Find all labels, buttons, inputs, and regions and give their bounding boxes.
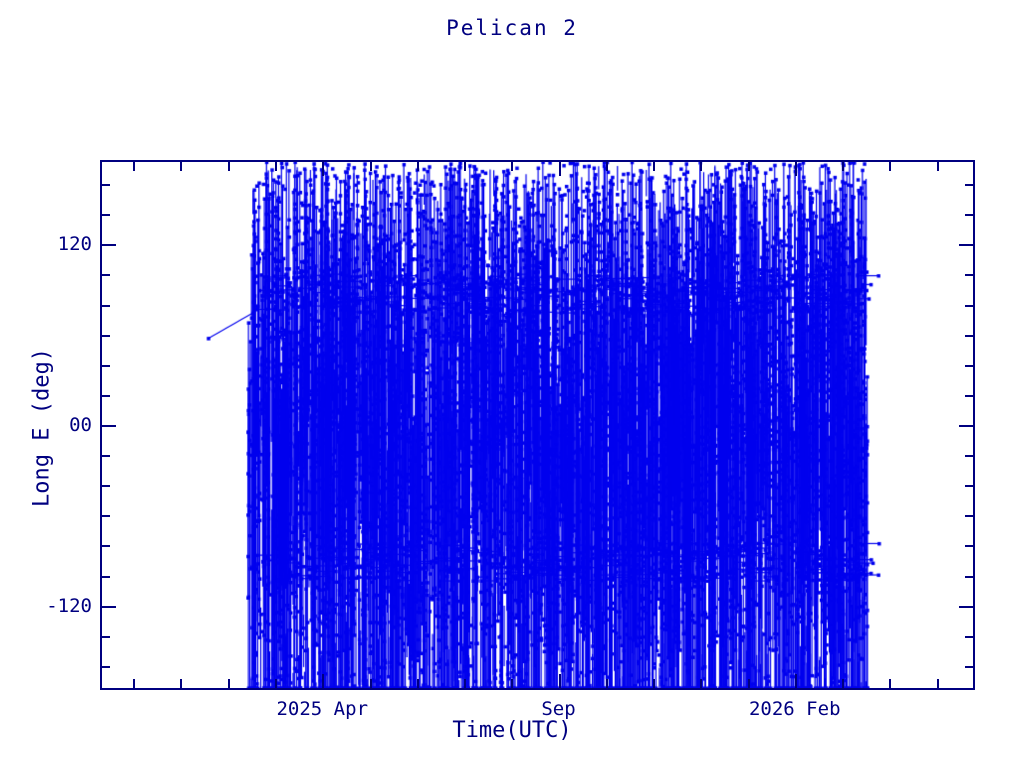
y-minor-tick [102,545,110,547]
x-minor-tick [133,162,135,171]
x-minor-tick [464,679,466,688]
x-minor-tick [417,162,419,171]
y-minor-tick [102,305,110,307]
x-major-tick [559,162,561,176]
y-minor-tick [965,335,973,337]
y-major-tick [102,425,116,427]
x-minor-tick [842,679,844,688]
x-minor-tick [700,679,702,688]
y-minor-tick [965,455,973,457]
y-minor-tick [102,485,110,487]
x-minor-tick [464,162,466,171]
x-minor-tick [370,162,372,171]
x-minor-tick [133,679,135,688]
y-minor-tick [965,636,973,638]
y-tick-label: -120 [46,594,92,617]
y-tick-label: 00 [69,414,92,436]
x-minor-tick [370,679,372,688]
y-minor-tick [965,274,973,276]
x-minor-tick [889,162,891,171]
y-minor-tick [102,666,110,668]
x-tick-label: Sep [541,698,576,720]
x-major-tick [795,674,797,688]
y-minor-tick [965,395,973,397]
x-minor-tick [180,162,182,171]
x-minor-tick [653,679,655,688]
x-minor-tick [417,679,419,688]
x-tick-label: 2025 Apr [276,698,369,720]
y-minor-tick [102,395,110,397]
data-series-canvas [102,162,973,688]
y-minor-tick [102,515,110,517]
x-minor-tick [937,162,939,171]
x-major-tick [559,674,561,688]
y-major-tick [102,606,116,608]
x-minor-tick [889,679,891,688]
y-minor-tick [965,214,973,216]
y-minor-tick [102,576,110,578]
y-minor-tick [102,455,110,457]
x-minor-tick [653,162,655,171]
x-minor-tick [228,162,230,171]
page-title: Pelican 2 [446,16,578,40]
x-minor-tick [937,679,939,688]
x-major-tick [795,162,797,176]
x-minor-tick [275,162,277,171]
y-tick-label: 120 [57,233,92,256]
y-minor-tick [965,515,973,517]
y-minor-tick [965,545,973,547]
y-major-tick [959,425,973,427]
x-minor-tick [700,162,702,171]
y-minor-tick [102,365,110,367]
x-minor-tick [606,162,608,171]
y-minor-tick [102,636,110,638]
y-minor-tick [102,274,110,276]
y-major-tick [102,244,116,246]
plot-area [100,160,975,690]
y-minor-tick [965,666,973,668]
y-minor-tick [965,184,973,186]
y-minor-tick [102,335,110,337]
y-axis-title: Long E (deg) [29,348,55,507]
x-minor-tick [180,679,182,688]
x-major-tick [322,162,324,176]
x-minor-tick [275,679,277,688]
x-minor-tick [842,162,844,171]
x-minor-tick [228,679,230,688]
y-minor-tick [102,214,110,216]
y-minor-tick [965,485,973,487]
y-major-tick [959,244,973,246]
x-axis-title: Time(UTC) [452,718,572,743]
x-minor-tick [606,679,608,688]
y-minor-tick [965,576,973,578]
x-minor-tick [511,679,513,688]
y-minor-tick [102,184,110,186]
y-minor-tick [965,365,973,367]
x-tick-label: 2026 Feb [748,698,841,720]
x-minor-tick [748,679,750,688]
y-minor-tick [965,305,973,307]
x-minor-tick [748,162,750,171]
y-major-tick [959,606,973,608]
x-minor-tick [511,162,513,171]
x-major-tick [322,674,324,688]
